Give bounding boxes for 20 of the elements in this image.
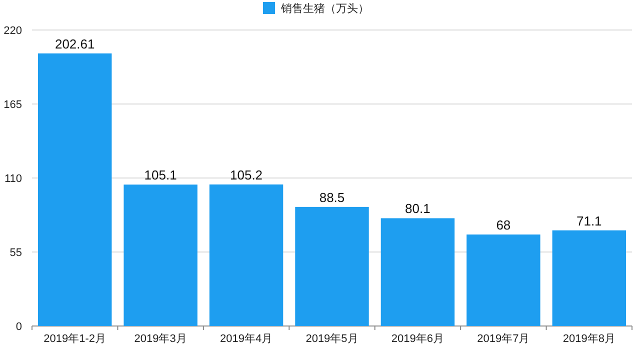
y-tick-label: 165 bbox=[4, 99, 22, 111]
y-tick-label: 110 bbox=[4, 173, 22, 185]
data-label: 88.5 bbox=[319, 190, 345, 205]
data-label: 80.1 bbox=[405, 201, 430, 216]
x-tick-label: 2019年3月 bbox=[134, 333, 187, 345]
data-label: 105.1 bbox=[144, 168, 177, 183]
y-tick-label: 0 bbox=[16, 321, 22, 333]
x-tick-label: 2019年4月 bbox=[220, 333, 273, 345]
data-label: 68 bbox=[496, 218, 511, 233]
data-label: 105.2 bbox=[230, 167, 263, 182]
data-label: 202.61 bbox=[54, 36, 95, 52]
legend-label: 销售生猪（万头） bbox=[280, 2, 369, 15]
x-tick-label: 2019年6月 bbox=[391, 333, 444, 345]
x-tick-label: 2019年7月 bbox=[477, 333, 530, 345]
y-tick-label: 220 bbox=[4, 25, 22, 37]
x-tick-label: 2019年8月 bbox=[562, 333, 616, 345]
x-tick-label: 2019年5月 bbox=[306, 333, 358, 345]
y-tick-label: 55 bbox=[10, 247, 22, 259]
x-tick-label: 2019年1-2月 bbox=[44, 333, 106, 345]
data-label: 71.1 bbox=[576, 213, 602, 228]
